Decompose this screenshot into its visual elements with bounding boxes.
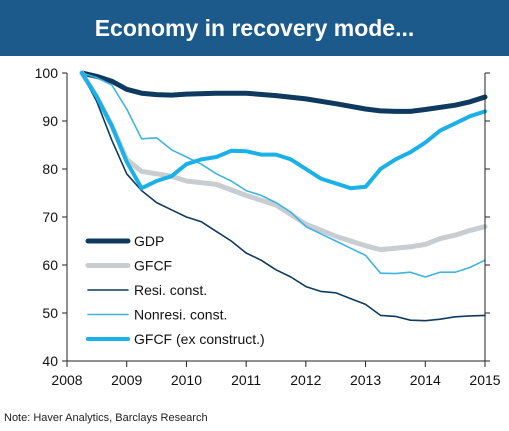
- y-tick-label: 50: [42, 305, 58, 321]
- y-tick-label: 40: [42, 353, 58, 369]
- series-line-3: [81, 72, 486, 322]
- y-tick-label: 100: [35, 65, 59, 81]
- y-tick-label: 80: [42, 161, 58, 177]
- x-tick-label: 2011: [231, 372, 261, 388]
- chart-title: Economy in recovery mode...: [0, 0, 509, 56]
- axes: 40 50 60 70 80 90 100 2008 2009 2010 2011 2012 2013 2…: [35, 65, 501, 388]
- series-line-1: [79, 70, 488, 114]
- legend-label: Resi. const.: [134, 282, 207, 298]
- legend-label: Nonresi. const.: [134, 307, 227, 323]
- y-tick-label: 70: [42, 209, 58, 225]
- x-tick-label: 2013: [350, 372, 381, 388]
- legend-label: GFCF: [134, 258, 172, 274]
- legend: GDP GFCF Resi. const. Nonresi. const. GFCF (…: [85, 233, 265, 347]
- x-tick-label: 2008: [51, 372, 82, 388]
- legend-label: GFCF (ex construct.): [134, 331, 265, 347]
- chart: 40 50 60 70 80 90 100 2008 2009 2010 2011 2012 2013 2…: [35, 65, 501, 388]
- series-line-2: [79, 70, 488, 253]
- x-tick-label: 2012: [290, 372, 321, 388]
- series-line-5: [79, 71, 487, 191]
- x-tick-label: 2015: [469, 372, 500, 388]
- legend-label: GDP: [134, 233, 164, 249]
- x-tick-label: 2010: [171, 372, 202, 388]
- plot-area: [79, 70, 488, 322]
- y-tick-label: 60: [42, 257, 58, 273]
- x-tick-label: 2009: [111, 372, 142, 388]
- source-note: Note: Haver Analytics, Barclays Research: [4, 412, 208, 424]
- y-tick-label: 90: [42, 113, 58, 129]
- x-tick-label: 2014: [410, 372, 441, 388]
- series-line-4: [81, 72, 486, 278]
